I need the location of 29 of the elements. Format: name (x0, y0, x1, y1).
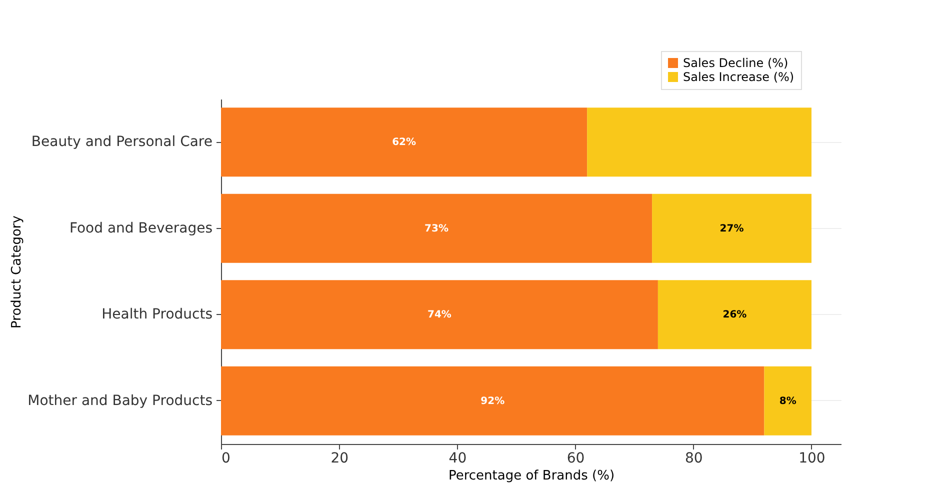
bar (652, 194, 812, 263)
x-tick-label: 0 (222, 450, 230, 466)
bar (764, 366, 812, 436)
data-label: 26% (722, 310, 747, 321)
x-tick-label: 100 (798, 450, 826, 466)
y-tick-label: Mother and Baby Products (28, 392, 212, 409)
data-label: 74% (428, 310, 452, 321)
legend-label: Sales Decline (%) (683, 56, 788, 70)
bar (221, 366, 764, 436)
x-tick-label: 60 (566, 450, 585, 466)
x-tick-label: 40 (448, 450, 467, 466)
data-label: 73% (424, 223, 448, 234)
data-label: 62% (392, 137, 416, 148)
y-tick-label: Beauty and Personal Care (31, 134, 212, 150)
y-tick-label: Health Products (102, 306, 212, 323)
bar (221, 194, 652, 263)
x-tick-label: 80 (684, 450, 703, 466)
bar (221, 280, 658, 350)
x-tick-label: 20 (330, 450, 349, 466)
data-label: 27% (720, 223, 744, 234)
data-label: 8% (779, 396, 796, 407)
bar (587, 108, 812, 177)
bar (658, 280, 812, 350)
bar (221, 108, 588, 177)
y-tick-label: Food and Beverages (69, 220, 212, 236)
legend-label: Sales Increase (%) (683, 70, 794, 84)
data-label: 92% (480, 396, 505, 407)
y-axis-title: Product Category (10, 215, 25, 328)
x-axis-title: Percentage of Brands (%) (448, 468, 615, 484)
